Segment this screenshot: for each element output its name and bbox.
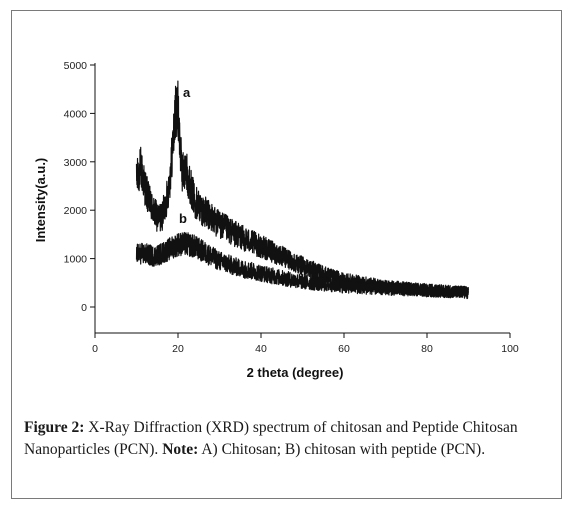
note-label: Note: [162,441,199,458]
x-tick-label: 40 [255,343,267,355]
chart-plot-area [135,80,469,300]
figure-frame [11,10,562,499]
series-a-label: a [183,85,191,100]
y-tick-label: 2000 [64,205,88,217]
series-b-label: b [179,211,187,226]
xrd-chart: 0 1000 2000 3000 4000 5000 0 20 40 60 80 100 2 thet… [33,60,519,380]
x-tick-label: 60 [338,343,350,355]
y-axis-label: Intensity(a.u.) [33,158,48,243]
y-tick-label: 3000 [64,157,88,169]
x-tick-label: 100 [501,343,519,355]
x-tick-label: 20 [172,343,184,355]
y-tick-label: 5000 [64,60,88,72]
caption-text-1: X-Ray Diffraction (XRD) spectrum of chit… [24,419,518,458]
series-b-line [135,231,469,300]
y-tick-label: 4000 [64,108,88,120]
chart-axes: 0 1000 2000 3000 4000 5000 0 20 40 60 80 100 [64,60,519,355]
y-tick-label: 1000 [64,254,88,266]
caption-text-2: A) Chitosan; B) chitosan with peptide (P… [198,441,486,458]
x-tick-label: 0 [92,343,98,355]
chart-labels: 2 theta (degree) Intensity(a.u.) a b [33,85,343,380]
x-tick-label: 80 [421,343,433,355]
figure-caption: Figure 2: X-Ray Diffraction (XRD) spectr… [24,417,554,461]
x-axis-label: 2 theta (degree) [247,365,344,380]
figure-label: Figure 2: [24,419,85,436]
y-tick-label: 0 [81,302,87,314]
series-a-line [135,80,469,300]
